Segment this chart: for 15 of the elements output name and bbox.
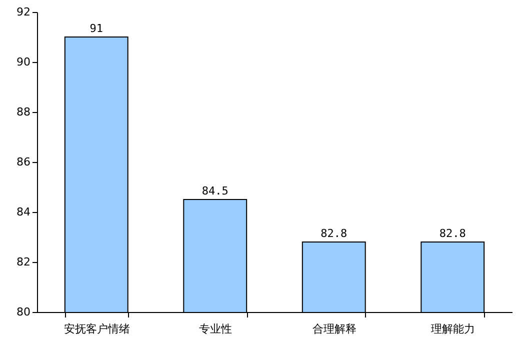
x-tick-label: 专业性 — [199, 322, 232, 336]
data-label: 84.5 — [202, 184, 228, 198]
data-label: 91 — [90, 22, 103, 35]
x-tick-label: 理解能力 — [431, 322, 476, 336]
y-tick-label: 88 — [16, 106, 30, 118]
y-tick-label: 82 — [16, 256, 30, 268]
x-tick-label: 安抚客户情绪 — [64, 322, 130, 336]
y-tick-label: 86 — [16, 156, 30, 168]
y-tick-label: 90 — [16, 56, 30, 68]
data-label: 82.8 — [439, 227, 466, 240]
y-tick-label: 80 — [16, 306, 30, 318]
y-tick-label: 92 — [16, 6, 30, 18]
data-label: 82.8 — [320, 227, 348, 240]
y-tick-label: 84 — [16, 206, 30, 218]
x-tick-label: 合理解释 — [312, 322, 356, 336]
